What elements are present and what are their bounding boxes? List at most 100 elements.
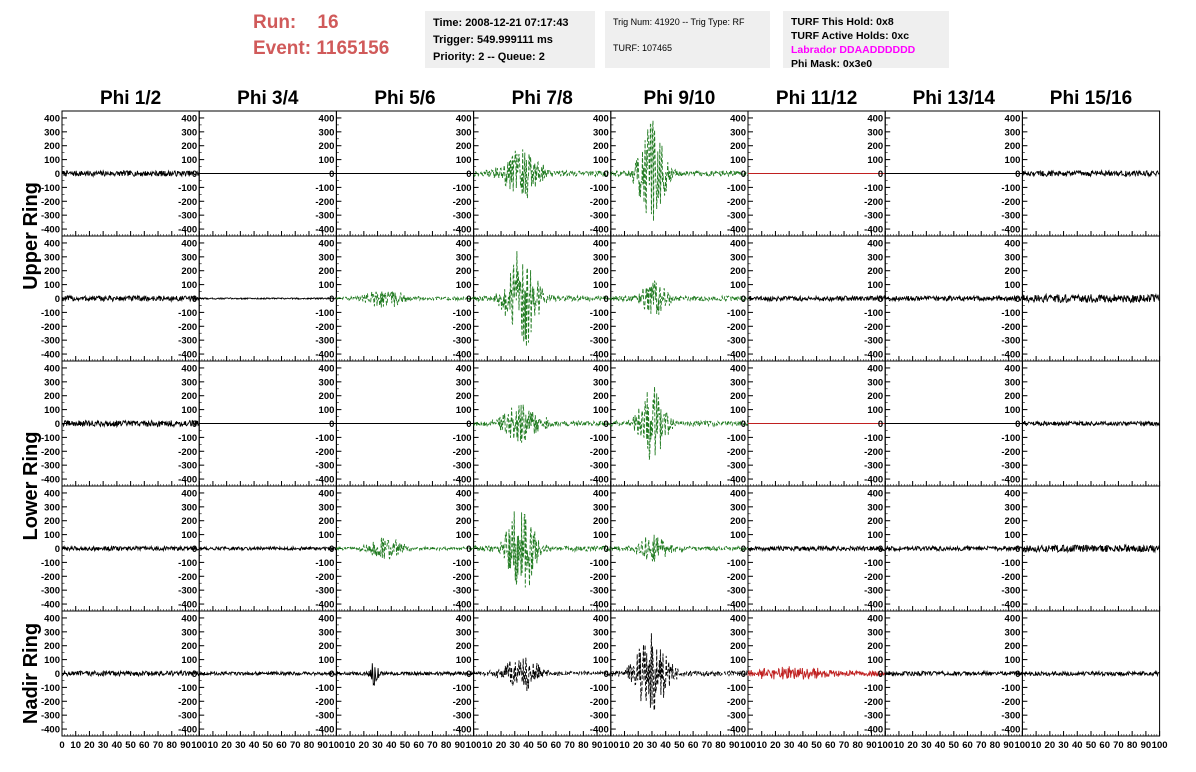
y-tick-label: -100 (864, 683, 883, 694)
y-tick-label: -400 (864, 475, 883, 486)
y-tick-label: -100 (315, 308, 334, 319)
y-tick-label: -400 (453, 600, 472, 611)
y-tick-label: -100 (41, 308, 60, 319)
y-tick-label: 100 (181, 530, 197, 541)
y-tick-label: 300 (44, 627, 60, 638)
y-tick-label: -100 (727, 433, 746, 444)
y-tick-label: 200 (1005, 391, 1021, 402)
y-tick-label: -200 (864, 572, 883, 583)
y-tick-label: 300 (730, 127, 746, 138)
x-tick-label: 10 (345, 740, 356, 751)
y-tick-label: 100 (730, 530, 746, 541)
y-tick-label: 200 (44, 516, 60, 527)
x-tick-label: 80 (990, 740, 1001, 751)
y-tick-label: -300 (727, 211, 746, 222)
y-tick-label: -400 (1001, 225, 1020, 236)
x-tick-label: 60 (551, 740, 562, 751)
y-tick-label: -300 (453, 211, 472, 222)
y-tick-label: -200 (315, 197, 334, 208)
y-tick-label: 0 (604, 169, 609, 180)
y-tick-label: 300 (44, 377, 60, 388)
y-tick-label: 200 (730, 516, 746, 527)
y-tick-label: 200 (44, 141, 60, 152)
y-tick-label: -300 (453, 336, 472, 347)
y-tick-label: -400 (178, 725, 197, 736)
y-tick-label: 100 (44, 405, 60, 416)
y-tick-label: -400 (178, 225, 197, 236)
y-tick-label: 400 (456, 363, 472, 374)
y-tick-label: -100 (727, 683, 746, 694)
y-tick-label: -300 (590, 211, 609, 222)
turf-text: TURF: 107465 (613, 43, 673, 53)
y-tick-label: -100 (178, 558, 197, 569)
y-tick-label: 200 (319, 516, 335, 527)
x-tick-label: 40 (935, 740, 946, 751)
y-tick-label: 300 (867, 252, 883, 263)
y-tick-label: 300 (867, 627, 883, 638)
y-tick-label: -100 (41, 433, 60, 444)
x-tick-label: 30 (647, 740, 658, 751)
y-tick-label: -300 (315, 461, 334, 472)
y-tick-label: 100 (456, 655, 472, 666)
column-title: Phi 9/10 (643, 88, 715, 109)
y-tick-label: 300 (1005, 252, 1021, 263)
x-tick-label: 60 (276, 740, 287, 751)
y-tick-label: 100 (44, 655, 60, 666)
y-tick-label: -400 (41, 225, 60, 236)
y-tick-label: -300 (727, 336, 746, 347)
y-tick-label: -200 (453, 697, 472, 708)
y-tick-label: 200 (181, 141, 197, 152)
y-tick-label: 200 (867, 516, 883, 527)
y-tick-label: -400 (1001, 475, 1020, 486)
y-tick-label: -100 (453, 183, 472, 194)
x-tick-label: 70 (839, 740, 850, 751)
y-tick-label: -200 (178, 322, 197, 333)
ring-label: Lower Ring (20, 432, 42, 541)
y-tick-label: -300 (727, 586, 746, 597)
x-tick-label: 20 (221, 740, 232, 751)
x-tick-label: 50 (1086, 740, 1097, 751)
y-tick-label: -200 (590, 572, 609, 583)
run-row: Run: 16 (253, 10, 389, 36)
y-tick-label: 100 (730, 655, 746, 666)
y-tick-label: 300 (593, 377, 609, 388)
y-tick-label: -200 (315, 447, 334, 458)
y-tick-label: -100 (178, 308, 197, 319)
waveform-trace (610, 120, 749, 222)
y-tick-label: -100 (315, 683, 334, 694)
x-tick-label: 80 (1127, 740, 1138, 751)
y-tick-label: 400 (730, 113, 746, 124)
y-tick-label: -400 (41, 725, 60, 736)
y-tick-label: -400 (864, 350, 883, 361)
y-tick-label: 100 (867, 155, 883, 166)
x-tick-label: 60 (825, 740, 836, 751)
y-tick-label: -200 (453, 197, 472, 208)
y-tick-label: 400 (456, 488, 472, 499)
y-tick-label: 0 (466, 669, 471, 680)
y-tick-label: 400 (44, 488, 60, 499)
y-tick-label: 200 (319, 641, 335, 652)
waveform-trace (61, 669, 200, 678)
y-tick-label: 400 (319, 363, 335, 374)
y-tick-label: -200 (41, 197, 60, 208)
y-tick-label: 200 (456, 141, 472, 152)
x-tick-label: 100 (466, 740, 482, 751)
y-tick-label: 300 (593, 127, 609, 138)
y-tick-label: 0 (329, 419, 334, 430)
waveform-trace (61, 294, 200, 303)
x-tick-label: 90 (1141, 740, 1152, 751)
y-tick-label: -400 (590, 225, 609, 236)
y-tick-label: -200 (727, 197, 746, 208)
y-tick-label: -200 (727, 697, 746, 708)
y-tick-label: -200 (864, 197, 883, 208)
y-tick-label: 0 (604, 419, 609, 430)
x-tick-label: 80 (578, 740, 589, 751)
x-tick-label: 90 (592, 740, 603, 751)
event-value: 1165156 (316, 38, 390, 59)
y-tick-label: 100 (319, 280, 335, 291)
y-tick-label: 300 (593, 502, 609, 513)
y-tick-label: -100 (590, 433, 609, 444)
y-tick-label: 0 (741, 419, 746, 430)
x-tick-label: 40 (1072, 740, 1083, 751)
y-tick-label: -400 (590, 725, 609, 736)
